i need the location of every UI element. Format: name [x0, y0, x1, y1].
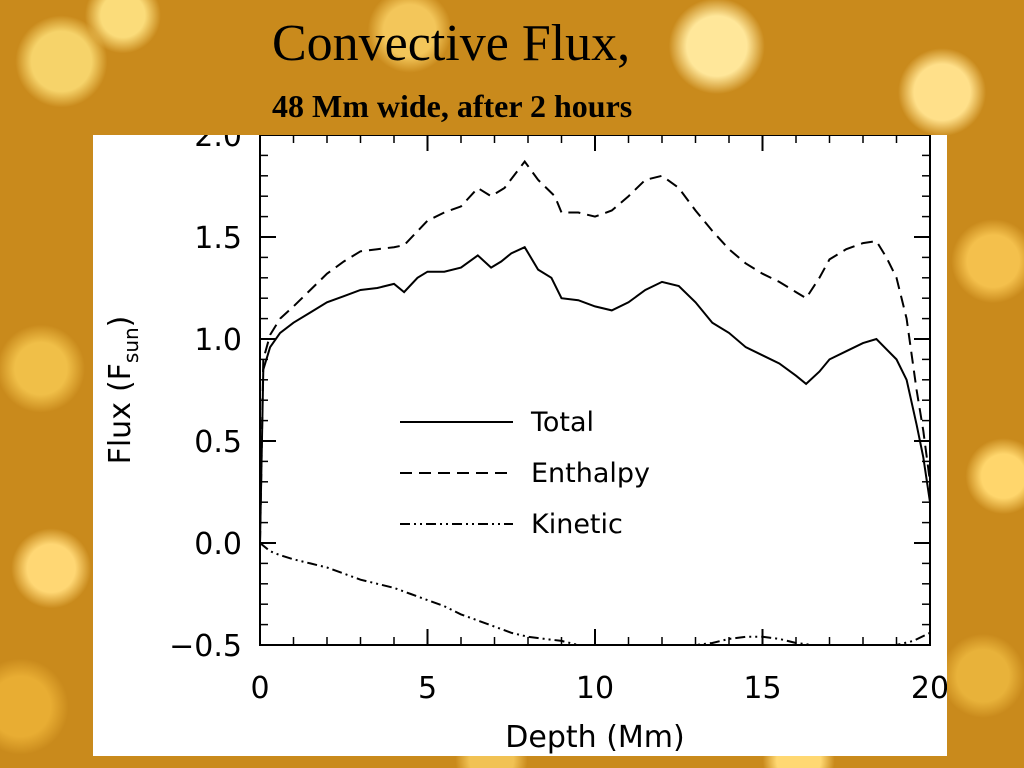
plot-frame [259, 135, 931, 646]
legend-label-kinetic: Kinetic [531, 509, 623, 540]
y-tick-label: −0.5 [169, 629, 242, 664]
x-tick-label: 10 [576, 671, 614, 706]
x-tick-label: 15 [743, 671, 781, 706]
y-axis-title-group: Flux (Fsun) [103, 316, 143, 465]
x-axis-title: Depth (Mm) [505, 720, 684, 755]
x-tick-label: 0 [250, 671, 269, 706]
x-tick-label: 20 [911, 671, 947, 706]
slide-subtitle: 48 Mm wide, after 2 hours [272, 88, 633, 124]
series-line-total [259, 245, 931, 544]
y-axis-title-main: Flux [103, 402, 138, 464]
y-axis-title: Flux (Fsun) [103, 316, 143, 465]
flux-chart: 0 5 10 15 20 2.0 1.5 1.0 0.5 0.0 −0.5 Depth (Mm) F… [103, 135, 947, 755]
y-tick-label: 0.5 [194, 425, 242, 460]
y-tick-label: 2.0 [194, 135, 242, 154]
y-axis-title-paren-open: (F [103, 363, 138, 392]
y-tick-label: 1.5 [194, 221, 242, 256]
y-tick-label: 0.0 [194, 527, 242, 562]
y-tick-label: 1.0 [194, 323, 242, 358]
series-line-kinetic [259, 542, 931, 646]
legend-label-total: Total [530, 407, 594, 438]
series-group [259, 159, 931, 646]
y-axis-title-paren-close: ) [103, 316, 138, 328]
slide-title: Convective Flux, [272, 15, 631, 72]
legend-label-enthalpy: Enthalpy [531, 458, 650, 489]
series-line-enthalpy [259, 159, 931, 544]
chart-panel: 0 5 10 15 20 2.0 1.5 1.0 0.5 0.0 −0.5 Depth (Mm) F… [93, 135, 947, 756]
legend: Total Enthalpy Kinetic [400, 407, 650, 540]
y-axis-title-sub: sun [119, 327, 143, 363]
x-tick-label: 5 [418, 671, 437, 706]
axis-ticks: 0 5 10 15 20 2.0 1.5 1.0 0.5 0.0 −0.5 [169, 135, 947, 706]
